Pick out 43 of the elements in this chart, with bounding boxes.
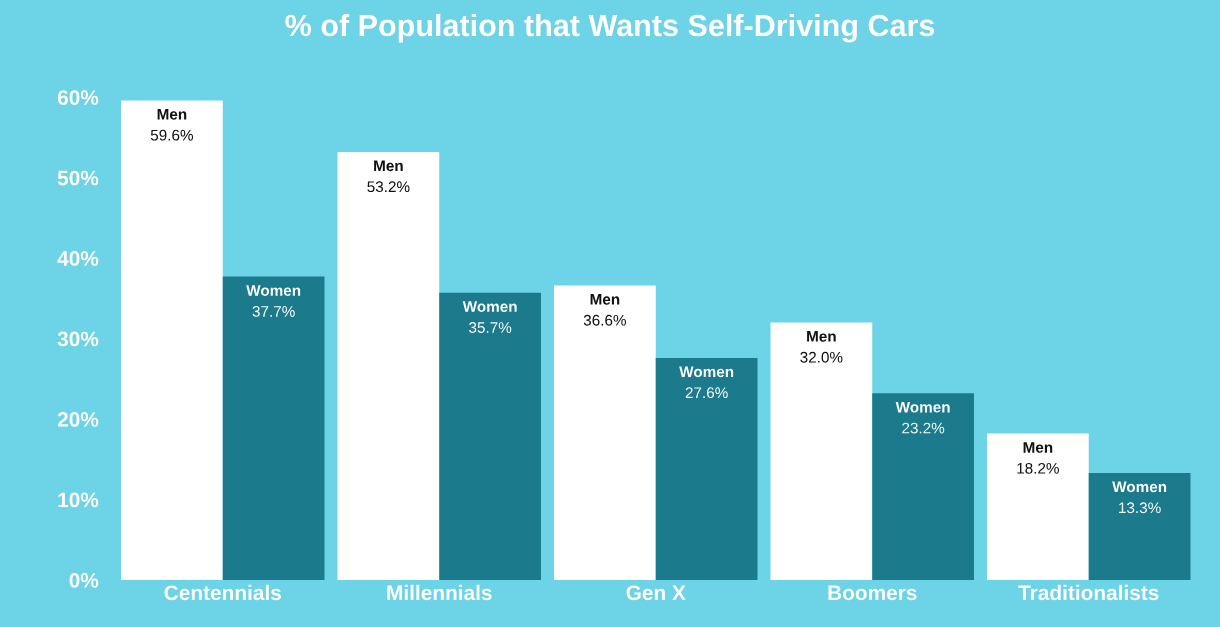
series-label: Men <box>807 331 836 342</box>
bar <box>770 322 873 580</box>
text: Women <box>679 366 734 378</box>
data-label: 32.0% <box>800 351 843 363</box>
chart-title: % of Population that Wants Self-Driving Cars <box>285 13 935 43</box>
x-tick-label: Traditionalists <box>1018 584 1159 601</box>
text: Men <box>374 160 403 172</box>
data-label: 27.6% <box>685 387 728 399</box>
x-tick-label: Millennials <box>387 584 492 601</box>
y-tick-label: 20% <box>57 412 99 427</box>
series-label: Women <box>895 401 950 413</box>
bar <box>121 100 223 580</box>
data-label: 59.6% <box>150 129 194 141</box>
y-tick-label: 60% <box>57 90 99 105</box>
data-label: 35.7% <box>469 322 512 333</box>
y-tick-label: 30% <box>57 331 99 347</box>
x-tick-label: Centennials <box>164 584 281 601</box>
data-label: 37.7% <box>252 305 295 317</box>
x-tick-label: Gen X <box>626 585 686 601</box>
text: Women <box>1112 481 1167 493</box>
bar <box>439 292 542 580</box>
data-label: 13.3% <box>1119 502 1161 514</box>
y-tick-label: 0% <box>69 572 99 588</box>
y-tick-label: 50% <box>57 170 99 186</box>
data-label: 36.6% <box>583 314 626 326</box>
text: Men <box>590 294 620 305</box>
bar <box>222 276 325 580</box>
bar <box>872 393 974 580</box>
y-tick-label: 10% <box>58 492 99 508</box>
bar <box>1088 472 1191 580</box>
x-tick-label: Boomers <box>828 585 917 601</box>
bar <box>986 433 1089 580</box>
bar <box>554 285 656 580</box>
bar <box>655 357 758 580</box>
text: Women <box>462 301 517 312</box>
y-tick-label: 40% <box>57 251 99 266</box>
text: Men <box>157 109 187 120</box>
data-label: 18.2% <box>1017 462 1059 474</box>
bar <box>337 151 440 580</box>
text: Women <box>246 285 301 296</box>
data-label: 53.2% <box>367 181 410 193</box>
text: Men <box>1023 442 1053 453</box>
data-label: 23.2% <box>902 422 945 434</box>
